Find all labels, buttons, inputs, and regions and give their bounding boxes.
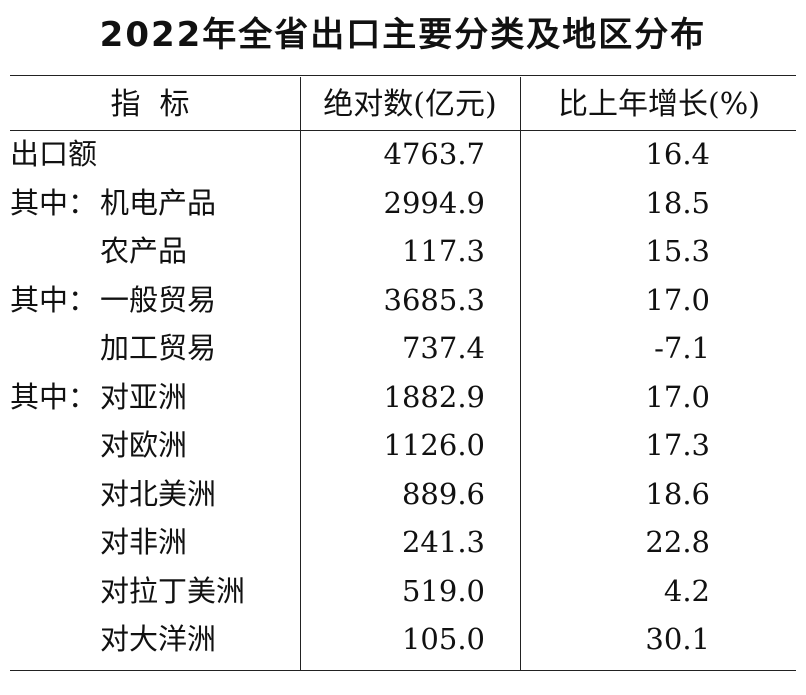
row-label: 对北美洲 bbox=[100, 476, 217, 511]
row-label: 机电产品 bbox=[100, 185, 217, 220]
growth-cell: 30.1 bbox=[645, 622, 710, 656]
rule bbox=[10, 75, 796, 76]
rule bbox=[520, 77, 521, 670]
value-cell: 1882.9 bbox=[383, 379, 485, 414]
header-cell: 比上年增长(%) bbox=[558, 87, 760, 122]
growth-cell: -7.1 bbox=[654, 331, 710, 365]
growth-cell: 18.6 bbox=[645, 476, 710, 511]
title: 2022年全省出口主要分类及地区分布 bbox=[99, 15, 707, 55]
header-cell: 绝对数(亿元) bbox=[323, 87, 497, 122]
row-label: 一般贸易 bbox=[100, 282, 217, 317]
value-cell: 737.4 bbox=[401, 331, 485, 365]
growth-cell: 17.0 bbox=[645, 282, 710, 317]
row-label: 对非洲 bbox=[100, 525, 188, 559]
row-label: 出口额 bbox=[10, 137, 98, 171]
value-cell: 889.6 bbox=[401, 476, 485, 511]
value-cell: 3685.3 bbox=[383, 282, 485, 317]
growth-cell: 4.2 bbox=[663, 573, 710, 608]
value-cell: 1126.0 bbox=[383, 428, 485, 462]
value-cell: 4763.7 bbox=[383, 137, 485, 171]
row-label: 农产品 bbox=[100, 234, 188, 268]
value-cell: 105.0 bbox=[401, 622, 485, 656]
value-cell: 2994.9 bbox=[383, 185, 485, 220]
growth-cell: 15.3 bbox=[645, 234, 710, 268]
rule bbox=[10, 670, 796, 671]
growth-cell: 18.5 bbox=[645, 185, 710, 220]
rule bbox=[300, 77, 301, 670]
row-label: 对亚洲 bbox=[100, 379, 188, 414]
value-cell: 241.3 bbox=[401, 525, 485, 559]
row-label: 加工贸易 bbox=[100, 331, 217, 365]
growth-cell: 17.3 bbox=[645, 428, 710, 462]
value-cell: 117.3 bbox=[401, 234, 485, 268]
row-label: 对欧洲 bbox=[100, 428, 188, 462]
value-cell: 519.0 bbox=[401, 573, 485, 608]
growth-cell: 16.4 bbox=[645, 137, 710, 171]
growth-cell: 17.0 bbox=[645, 379, 710, 414]
growth-cell: 22.8 bbox=[645, 525, 710, 559]
rule bbox=[10, 130, 796, 131]
row-label: 对拉丁美洲 bbox=[100, 573, 246, 608]
row-prefix: 其中： bbox=[10, 185, 98, 220]
row-prefix: 其中： bbox=[10, 379, 98, 414]
row-label: 对大洋洲 bbox=[100, 622, 217, 656]
row-prefix: 其中： bbox=[10, 282, 98, 317]
header-cell: 指 标 bbox=[110, 87, 190, 122]
